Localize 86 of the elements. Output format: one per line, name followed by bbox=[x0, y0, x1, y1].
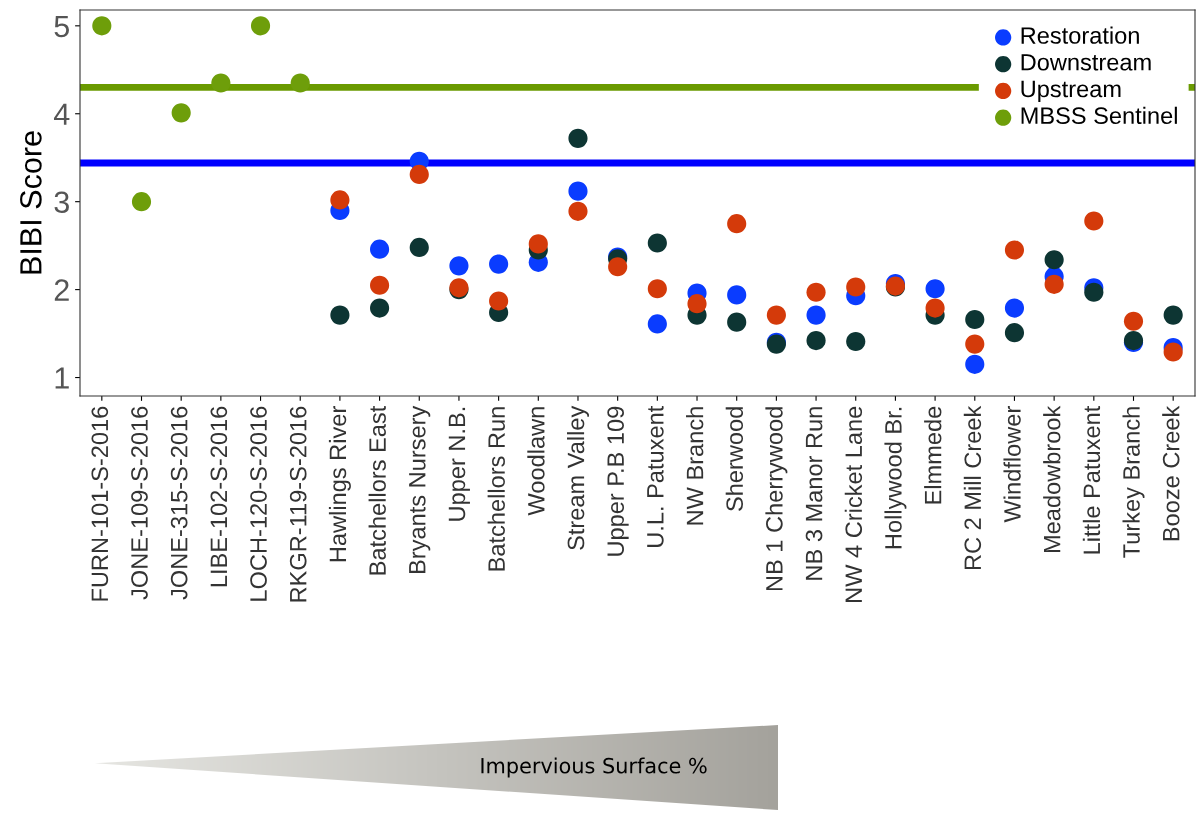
y-tick-label: 5 bbox=[54, 15, 69, 38]
x-tick-label: Elmmede bbox=[924, 406, 942, 504]
point bbox=[131, 192, 152, 212]
point bbox=[370, 239, 390, 259]
point bbox=[250, 16, 271, 36]
point bbox=[608, 257, 628, 277]
point bbox=[1044, 250, 1064, 270]
point bbox=[409, 237, 429, 257]
x-tick-label: Woodlawn bbox=[527, 407, 545, 516]
x-tick-label: Booze Creek bbox=[1162, 405, 1180, 541]
point bbox=[965, 334, 985, 354]
point bbox=[727, 214, 747, 234]
legend-label: MBSS Sentinel bbox=[1021, 106, 1177, 125]
point bbox=[965, 354, 985, 374]
point bbox=[330, 305, 350, 325]
point bbox=[449, 256, 469, 276]
point bbox=[925, 298, 945, 318]
x-tick-label: Little Patuxent bbox=[1082, 405, 1101, 554]
point bbox=[1163, 305, 1183, 325]
point bbox=[409, 164, 429, 184]
x-tick-label: JONE-109-S-2016 bbox=[131, 406, 148, 600]
x-tick-label: LIBE-102-S-2016 bbox=[210, 406, 228, 587]
point bbox=[92, 16, 112, 36]
legend-label: Restoration bbox=[1021, 26, 1139, 44]
x-tick-label: Upper P.B 109 bbox=[607, 406, 629, 556]
point bbox=[370, 275, 390, 295]
point bbox=[647, 314, 667, 334]
point bbox=[489, 254, 509, 274]
point bbox=[925, 279, 945, 299]
x-tick-label: Batchellors Run bbox=[487, 407, 505, 571]
x-tick-label: NW Branch bbox=[686, 407, 704, 525]
x-tick-label: Hawlings River bbox=[328, 406, 351, 562]
x-tick-label: Bryants Nursery bbox=[409, 405, 431, 574]
point bbox=[1044, 274, 1064, 294]
x-tick-label: U.L. Patuxent bbox=[647, 405, 664, 547]
point bbox=[171, 103, 191, 123]
point bbox=[806, 305, 826, 325]
point bbox=[330, 190, 350, 210]
point bbox=[806, 331, 826, 351]
point bbox=[528, 234, 548, 254]
point bbox=[846, 331, 866, 352]
x-tick-label: NW 4 Cricket Lane bbox=[844, 406, 863, 602]
point bbox=[1004, 240, 1025, 260]
x-tick-label: RKGR-119-S-2016 bbox=[289, 406, 307, 602]
x-tick-label: RC 2 Mill Creek bbox=[963, 405, 982, 570]
x-tick-label: Stream Valley bbox=[566, 405, 589, 550]
x-tick-label: Sherwood bbox=[725, 407, 744, 511]
point bbox=[1123, 311, 1144, 331]
legend-label: Upstream bbox=[1021, 80, 1121, 102]
y-tick-label: 1 bbox=[55, 367, 69, 389]
text: Impervious Surface % bbox=[481, 757, 707, 778]
point bbox=[1084, 211, 1104, 231]
x-tick-label: Meadowbrook bbox=[1043, 405, 1061, 553]
x-tick-label: Batchellors East bbox=[368, 405, 386, 575]
point bbox=[568, 181, 588, 201]
point bbox=[568, 201, 588, 221]
point bbox=[727, 285, 747, 305]
x-tick-label: LOCH-120-S-2016 bbox=[250, 406, 267, 601]
legend-label: Downstream bbox=[1021, 54, 1151, 71]
x-tick-label: Hollywood Br. bbox=[884, 407, 907, 549]
x-tick-label: Upper N.B. bbox=[448, 407, 470, 521]
point bbox=[647, 279, 667, 299]
point bbox=[687, 294, 707, 314]
x-tick-label: FURN-101-S-2016 bbox=[91, 406, 109, 601]
point bbox=[211, 73, 231, 93]
x-tick-label: JONE-315-S-2016 bbox=[170, 406, 188, 600]
point bbox=[647, 233, 667, 253]
x-tick-label: Windflower bbox=[1003, 406, 1021, 523]
point bbox=[370, 298, 390, 318]
point bbox=[489, 291, 509, 311]
x-tick-label: NB 1 Cherrywood bbox=[765, 407, 788, 591]
point bbox=[727, 312, 747, 332]
point bbox=[568, 128, 588, 148]
x-tick-label: Turkey Branch bbox=[1122, 407, 1145, 558]
point bbox=[965, 309, 985, 330]
point bbox=[1004, 323, 1025, 343]
y-tick-label: 4 bbox=[53, 103, 70, 125]
point bbox=[806, 282, 826, 302]
y-tick-label: 2 bbox=[54, 279, 69, 301]
y-axis-title: BIBI Score bbox=[20, 131, 42, 274]
point bbox=[766, 305, 786, 325]
point bbox=[290, 73, 310, 93]
x-tick-label: NB 3 Manor Run bbox=[805, 407, 823, 580]
point bbox=[1004, 298, 1025, 318]
point bbox=[846, 277, 866, 297]
y-tick-label: 3 bbox=[54, 191, 69, 214]
